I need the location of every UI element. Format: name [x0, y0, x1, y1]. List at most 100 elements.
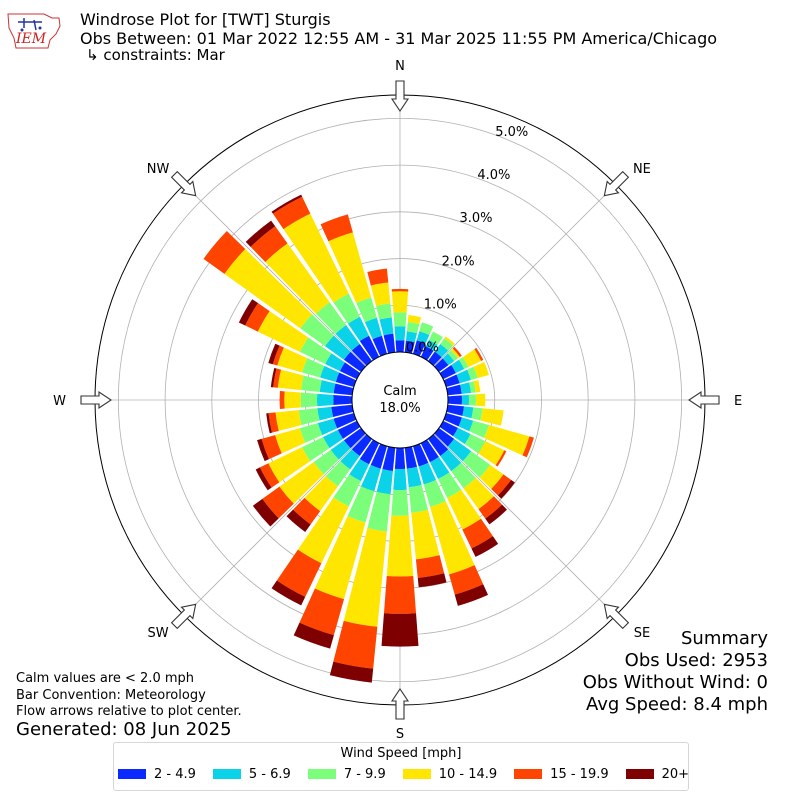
legend-label: 2 - 4.9	[154, 767, 196, 782]
grid-spoke	[184, 184, 367, 367]
wind-bar-segment	[333, 293, 360, 324]
wind-bar-segment	[464, 433, 486, 454]
wind-bar-segment	[304, 476, 338, 512]
wind-bar-segment	[272, 196, 311, 230]
wind-bar-segment	[245, 303, 270, 332]
wind-bar-segment	[313, 449, 339, 475]
wind-bar-segment	[434, 428, 455, 447]
wind-bar-segment	[428, 331, 443, 345]
wind-bar-segment	[330, 440, 351, 460]
wind-bar-segment	[376, 469, 393, 495]
wind-bar-segment	[522, 436, 534, 458]
wind-bar-segment	[471, 407, 483, 421]
wind-bar-segment	[404, 340, 415, 354]
flow-arrow-icon	[170, 603, 197, 630]
radial-tick-label: 0.0%	[406, 341, 439, 356]
wind-bar-segment	[337, 420, 361, 439]
wind-bar-segment	[351, 343, 372, 366]
wind-bar-segment	[320, 214, 353, 242]
wind-bar-segment	[425, 339, 438, 351]
legend-label: 7 - 9.9	[343, 767, 386, 782]
legend-item: 2 - 4.9	[118, 767, 196, 782]
wind-bar-segment	[463, 477, 494, 510]
wind-bar-segment	[293, 622, 334, 649]
wind-bar-segment	[277, 347, 308, 373]
wind-bar-segment	[473, 361, 489, 379]
wind-bar-segment	[203, 231, 246, 274]
wind-bar-segment	[416, 331, 430, 344]
wind-bar-segment	[335, 324, 360, 351]
flow-arrow-icon	[170, 170, 197, 197]
wind-bar-segment	[467, 366, 478, 381]
wind-bar-segment	[329, 661, 374, 683]
radial-tick-label: 4.0%	[477, 168, 510, 183]
legend-label: 15 - 19.9	[550, 767, 609, 782]
wind-bar-segment	[279, 462, 324, 504]
wind-bar-segment	[440, 338, 454, 351]
wind-bar-segment	[266, 413, 272, 434]
wind-bar-segment	[468, 394, 477, 406]
wind-bar-segment	[462, 518, 493, 549]
legend-swatch	[402, 769, 431, 779]
flow-arrows-note: Flow arrows relative to plot center.	[16, 704, 242, 719]
wind-bar-segment	[325, 353, 345, 372]
wind-bar-segment	[268, 343, 280, 365]
flow-arrow-icon	[80, 390, 112, 410]
wind-bar-segment	[451, 359, 465, 374]
legend-item: 20+	[625, 767, 689, 782]
wind-bar-segment	[262, 486, 294, 519]
wind-bar-segment	[419, 322, 434, 335]
wind-bar-segment	[456, 369, 471, 384]
wind-bar-segment	[386, 515, 414, 577]
wind-bar-segment	[412, 340, 426, 357]
wind-bar-segment	[316, 393, 334, 407]
legend-swatch	[514, 769, 543, 779]
wind-bar-segment	[359, 439, 380, 465]
wind-bar-segment	[333, 474, 361, 507]
wind-bar-segment	[491, 474, 512, 496]
chart-subtitle: Obs Between: 01 Mar 2022 12:55 AM - 31 M…	[80, 29, 718, 48]
grid-spoke	[433, 184, 616, 367]
wind-bar-segment	[462, 349, 482, 368]
wind-bar-segment	[383, 576, 417, 614]
wind-bar-segment	[343, 351, 366, 372]
obs-used: Obs Used: 2953	[624, 650, 768, 671]
wind-bar-segment	[391, 288, 409, 292]
wind-bar-segment	[293, 497, 321, 525]
wind-bar-segment	[351, 434, 372, 457]
legend-title: Wind Speed [mph]	[340, 746, 462, 761]
wind-bar-segment	[418, 462, 437, 485]
wind-bar-segment	[420, 439, 439, 463]
wind-bar-segment	[361, 465, 381, 492]
wind-bar-segment	[444, 336, 455, 346]
wind-bar-segment	[331, 404, 354, 418]
direction-label: N	[395, 59, 405, 74]
legend: Wind Speed [mph] 2 - 4.9 5 - 6.9 7 - 9.9 10…	[113, 742, 689, 791]
wind-bar-segment	[315, 302, 347, 334]
wind-bar-segment	[423, 479, 446, 507]
wind-bar-segment	[335, 372, 357, 388]
wind-bar-segment	[415, 555, 445, 578]
wind-bar-segment	[475, 393, 486, 407]
wind-bar-segment	[417, 573, 447, 588]
wind-bar-segment	[497, 479, 515, 499]
wind-bar-segment	[268, 447, 311, 483]
wind-bar-segment	[319, 380, 336, 394]
flow-arrow-icon	[390, 688, 410, 720]
wind-bar-segment	[343, 428, 366, 449]
wind-bar-segment	[333, 412, 357, 429]
wind-bar-segment	[301, 375, 322, 392]
direction-label: NW	[147, 162, 170, 177]
wind-bar-segment	[273, 368, 282, 388]
wind-bar-segment	[268, 412, 279, 433]
wind-bar-segment	[324, 335, 351, 360]
wind-bar-segment	[257, 311, 309, 352]
wind-bar-segment	[272, 345, 284, 366]
wind-bar-segment	[462, 451, 491, 478]
legend-items: 2 - 4.9 5 - 6.9 7 - 9.9 10 - 14.9 15 - 19.9 2…	[118, 767, 706, 782]
wind-bar-segment	[328, 232, 372, 304]
wind-bar-segment	[458, 417, 474, 432]
wind-bar-segment	[314, 516, 366, 600]
wind-bar-segment	[408, 485, 429, 513]
